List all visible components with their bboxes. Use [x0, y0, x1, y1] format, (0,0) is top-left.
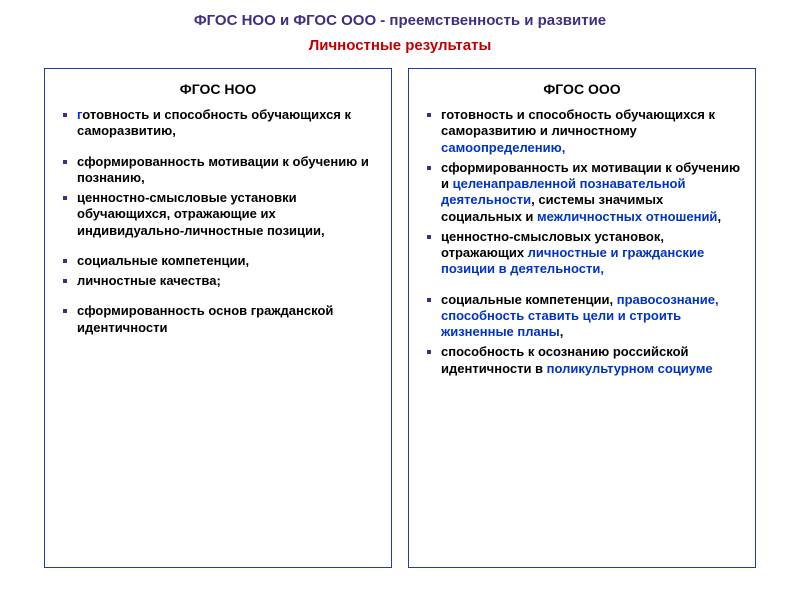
subtitle: Личностные результаты: [18, 37, 782, 54]
left-item-2: сформированность мотивации к обучению и …: [57, 154, 381, 187]
left-item-1-text: отовность и способность обучающихся к са…: [77, 107, 351, 138]
left-item-5: личностные качества;: [57, 273, 381, 289]
right-list: готовность и способность обучающихся к с…: [419, 107, 745, 377]
left-heading: ФГОС НОО: [55, 81, 381, 97]
slide: ФГОС НОО и ФГОС ООО - преемственность и …: [0, 0, 800, 600]
right-column: ФГОС ООО готовность и способность обучаю…: [408, 68, 756, 568]
right-item-4: социальные компетенции, правосознание, с…: [421, 292, 745, 341]
right-heading: ФГОС ООО: [419, 81, 745, 97]
right-item-5: способность к осознанию российской идент…: [421, 344, 745, 377]
right-item-2-d: межличностных отношений: [537, 209, 717, 224]
right-item-2: сформированность их мотивации к обучению…: [421, 160, 745, 225]
left-list: готовность и способность обучающихся к с…: [55, 107, 381, 336]
left-item-3: ценностно-смысловые установки обучающихс…: [57, 190, 381, 239]
right-item-1: готовность и способность обучающихся к с…: [421, 107, 745, 156]
right-item-2-e: ,: [717, 209, 721, 224]
right-item-5-b: поликультурном социуме: [547, 361, 713, 376]
right-item-3: ценностно-смысловых установок, отражающи…: [421, 229, 745, 278]
right-item-1-a: готовность и способность обучающихся к с…: [441, 107, 715, 138]
main-title: ФГОС НОО и ФГОС ООО - преемственность и …: [18, 12, 782, 29]
left-item-6: сформированность основ гражданской идент…: [57, 303, 381, 336]
columns: ФГОС НОО готовность и способность обучаю…: [18, 68, 782, 568]
left-item-4: социальные компетенции,: [57, 253, 381, 269]
right-item-4-c: ,: [560, 324, 564, 339]
left-column: ФГОС НОО готовность и способность обучаю…: [44, 68, 392, 568]
left-item-1: готовность и способность обучающихся к с…: [57, 107, 381, 140]
right-item-1-b: самоопределению,: [441, 140, 565, 155]
right-item-4-a: социальные компетенции,: [441, 292, 617, 307]
